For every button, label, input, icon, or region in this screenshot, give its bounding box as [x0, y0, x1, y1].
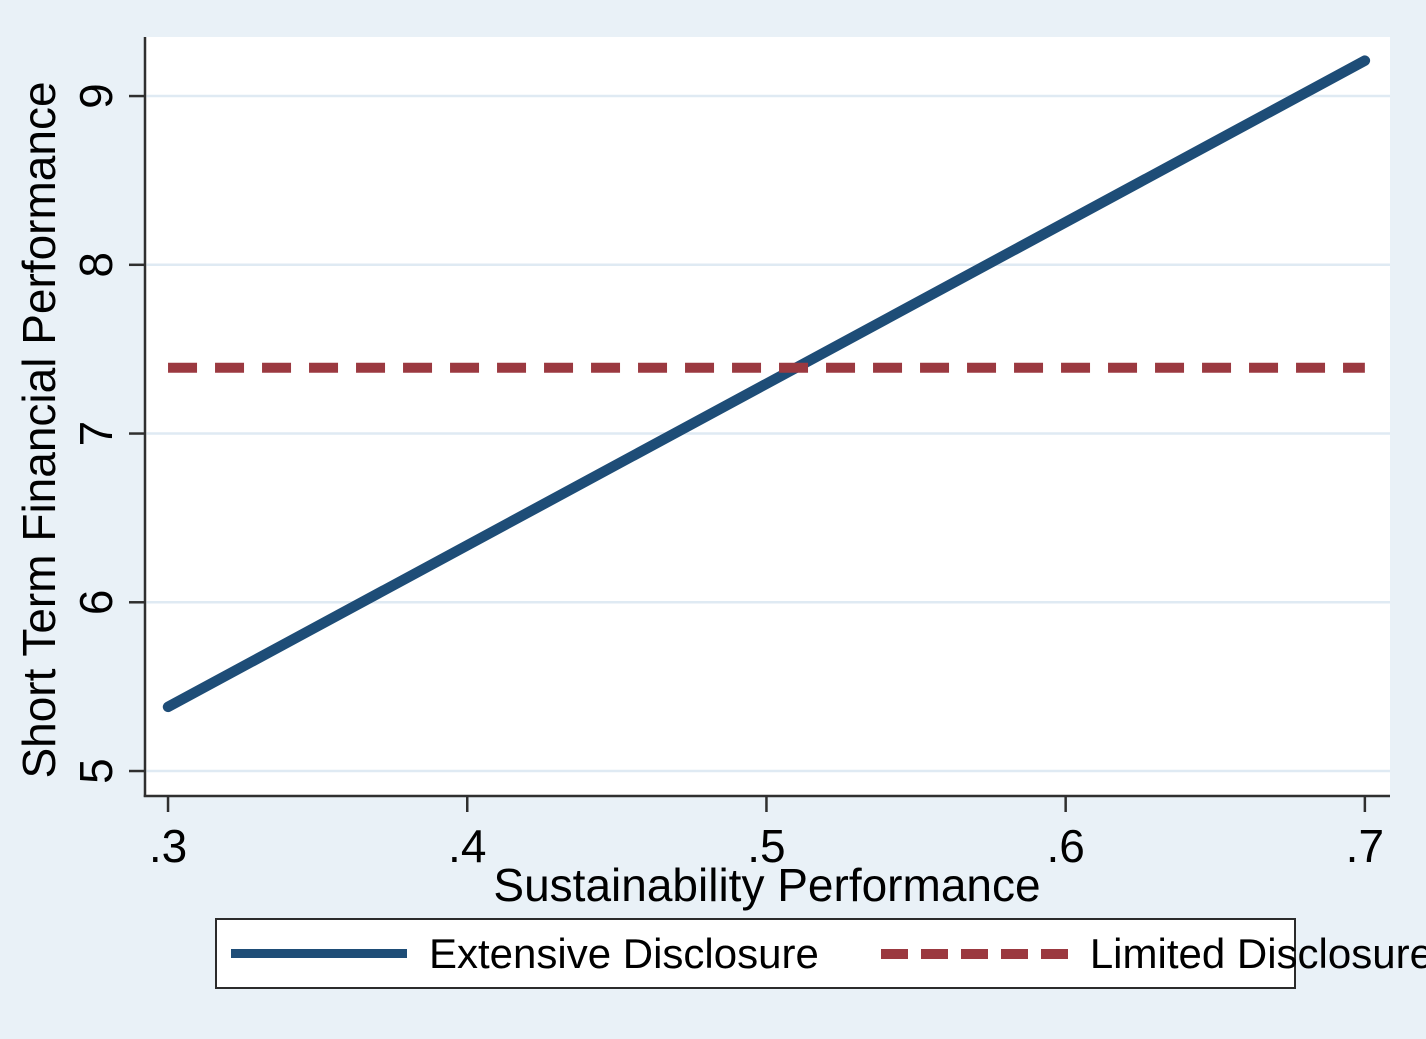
y-tick-label-6: 6 — [70, 589, 122, 615]
x-tick-label-0.7: .7 — [1346, 820, 1384, 872]
tick-marks — [129, 94, 1367, 812]
legend-label-extensive: Extensive Disclosure — [429, 929, 819, 977]
legend: Extensive Disclosure Limited Disclosure — [215, 918, 1426, 989]
x-axis-title: Sustainability Performance — [493, 859, 1040, 911]
y-tick-label-9: 9 — [70, 83, 122, 109]
legend-label-limited: Limited Disclosure — [1089, 929, 1426, 977]
x-tick-label-0.4: .4 — [448, 820, 486, 872]
x-tick-label-0.6: .6 — [1046, 820, 1084, 872]
y-tick-label-7: 7 — [70, 421, 122, 447]
tick-labels: 5 6 7 8 9 .3 .4 .5 .6 .7 — [70, 83, 1384, 872]
x-tick-label-0.3: .3 — [149, 820, 187, 872]
y-tick-label-5: 5 — [70, 758, 122, 784]
series-lines — [162, 55, 1371, 713]
x-tick-label-0.5: .5 — [747, 820, 785, 872]
extensive-disclosure-line-sample — [231, 949, 407, 958]
y-axis-title: Short Term Financial Performance — [13, 81, 65, 778]
y-tick-label-8: 8 — [70, 252, 122, 278]
limited-disclosure-line-sample — [880, 948, 1068, 959]
series-line-0 — [162, 55, 1371, 713]
